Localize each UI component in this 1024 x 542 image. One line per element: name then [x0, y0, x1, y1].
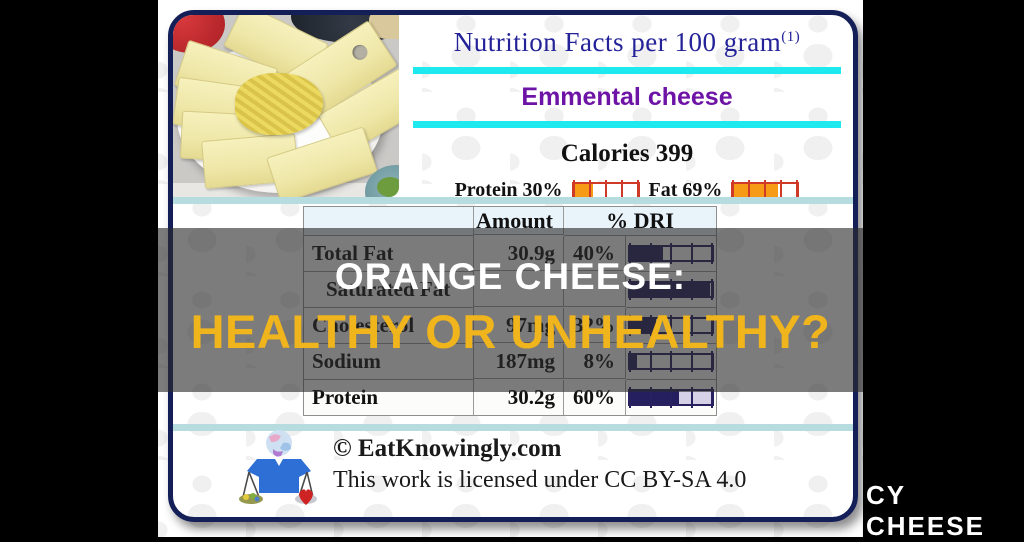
shredded-cheese-pile [235, 73, 323, 135]
footnote-marker: (1) [781, 29, 801, 45]
cheese-name: Emmental cheese [521, 83, 733, 111]
cheese-hole [349, 41, 371, 63]
fat-gauge [731, 180, 800, 201]
fat-percent-label: Fat 69% [648, 179, 723, 201]
title-banner: ORANGE CHEESE: HEALTHY OR UNHEALTHY? [158, 228, 863, 392]
teal-divider [173, 424, 853, 431]
cheese-photo [173, 15, 399, 197]
macro-summary: Protein 30% Fat 69% [401, 179, 853, 202]
license-line: This work is licensed under CC BY-SA 4.0 [333, 467, 747, 493]
protein-percent-label: Protein 30% [454, 179, 563, 201]
balance-scale-icon [239, 430, 317, 505]
watermark-brand: CY CHEESE [866, 480, 985, 541]
banner-line-2: HEALTHY OR UNHEALTHY? [190, 305, 831, 358]
banner-line-1: ORANGE CHEESE: [334, 256, 687, 297]
teal-divider [173, 197, 853, 204]
cyan-divider [413, 67, 841, 74]
copyright-line: © EatKnowingly.com [333, 435, 562, 462]
card-title-text: Nutrition Facts per 100 gram [453, 27, 782, 57]
eatknowingly-logo [233, 429, 321, 518]
cyan-divider [413, 121, 841, 128]
protein-gauge [571, 180, 640, 201]
calories-line: Calories 399 [560, 140, 694, 167]
card-title: Nutrition Facts per 100 gram(1) [401, 27, 853, 58]
footer-text: © EatKnowingly.com This work is licensed… [333, 435, 803, 494]
card-header: Nutrition Facts per 100 gram(1) Emmental… [401, 15, 853, 202]
